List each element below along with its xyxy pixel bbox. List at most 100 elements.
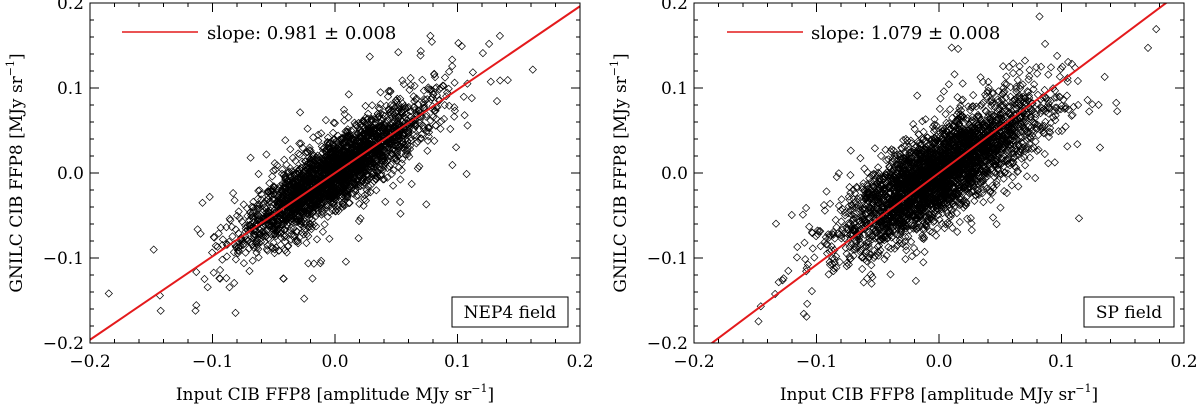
scatter-point bbox=[333, 173, 342, 182]
scatter-point bbox=[360, 191, 369, 200]
scatter-point bbox=[800, 238, 809, 247]
scatter-point bbox=[401, 103, 410, 112]
scatter-point bbox=[380, 117, 389, 126]
scatter-point bbox=[328, 206, 337, 215]
scatter-point bbox=[243, 211, 252, 221]
scatter-point bbox=[385, 162, 394, 171]
scatter-point bbox=[293, 200, 302, 209]
scatter-point bbox=[287, 179, 297, 188]
scatter-point bbox=[325, 234, 334, 243]
scatter-point bbox=[312, 159, 322, 169]
scatter-point bbox=[407, 179, 416, 189]
scatter-point bbox=[405, 85, 414, 94]
scatter-point bbox=[941, 110, 950, 119]
scatter-point bbox=[979, 98, 988, 107]
scatter-point bbox=[304, 174, 313, 183]
scatter-point bbox=[862, 218, 871, 227]
scatter-point bbox=[427, 37, 436, 46]
scatter-point bbox=[953, 93, 962, 102]
scatter-point bbox=[296, 108, 305, 117]
scatter-point bbox=[382, 117, 391, 126]
scatter-point bbox=[104, 289, 113, 298]
scatter-point bbox=[864, 249, 873, 258]
scatter-point bbox=[274, 246, 283, 255]
scatter-point bbox=[329, 174, 338, 184]
scatter-point bbox=[847, 200, 856, 209]
scatter-point bbox=[352, 134, 361, 143]
scatter-point bbox=[877, 151, 886, 160]
scatter-point bbox=[341, 257, 350, 266]
scatter-point bbox=[423, 146, 432, 155]
scatter-point bbox=[218, 235, 227, 244]
scatter-point bbox=[792, 253, 802, 262]
scatter-point bbox=[424, 123, 433, 132]
scatter-point bbox=[329, 118, 338, 127]
scatter-point bbox=[869, 182, 878, 191]
scatter-point bbox=[354, 191, 363, 200]
scatter-point bbox=[503, 76, 512, 85]
scatter-point bbox=[273, 193, 282, 202]
scatter-point bbox=[336, 152, 345, 161]
scatter-point bbox=[302, 212, 311, 221]
scatter-point bbox=[971, 191, 980, 200]
scatter-point bbox=[335, 191, 344, 200]
scatter-point bbox=[355, 165, 364, 174]
scatter-point bbox=[198, 198, 207, 207]
scatter-point bbox=[286, 223, 296, 232]
x-tick-label: 0.0 bbox=[321, 352, 348, 372]
scatter-point bbox=[305, 146, 314, 155]
scatter-point bbox=[918, 231, 927, 240]
scatter-point bbox=[277, 193, 286, 202]
scatter-point bbox=[909, 120, 918, 129]
scatter-point bbox=[368, 127, 377, 136]
scatter-point bbox=[383, 156, 392, 165]
scatter-point bbox=[1046, 118, 1055, 128]
scatter-point bbox=[258, 227, 267, 236]
scatter-point bbox=[235, 213, 244, 223]
scatter-point bbox=[887, 145, 896, 154]
scatter-point bbox=[268, 244, 277, 253]
scatter-point bbox=[308, 274, 317, 283]
scatter-point bbox=[414, 107, 423, 116]
scatter-point bbox=[311, 194, 320, 203]
scatter-point bbox=[355, 157, 364, 166]
scatter-point bbox=[254, 210, 263, 219]
scatter-point bbox=[360, 194, 369, 204]
scatter-point bbox=[330, 119, 339, 128]
scatter-point bbox=[1036, 109, 1045, 118]
scatter-point bbox=[388, 108, 397, 117]
scatter-point bbox=[832, 172, 841, 182]
scatter-point bbox=[349, 161, 358, 170]
scatter-point bbox=[399, 80, 408, 89]
scatter-point bbox=[982, 184, 991, 193]
scatter-point bbox=[992, 177, 1001, 186]
scatter-point bbox=[267, 191, 276, 200]
scatter-point bbox=[429, 112, 438, 122]
scatter-point bbox=[895, 238, 904, 248]
scatter-point bbox=[278, 223, 287, 232]
x-tick-label: −0.2 bbox=[69, 352, 110, 372]
scatter-point bbox=[337, 152, 347, 161]
scatter-point bbox=[899, 136, 908, 145]
scatter-point bbox=[263, 207, 273, 216]
scatter-point bbox=[305, 192, 314, 202]
scatter-point bbox=[381, 197, 390, 206]
scatter-point bbox=[389, 101, 398, 110]
scatter-point bbox=[307, 156, 316, 165]
scatter-point bbox=[291, 175, 300, 184]
scatter-point bbox=[287, 235, 296, 244]
scatter-point bbox=[376, 88, 385, 97]
scatter-point bbox=[364, 182, 373, 191]
scatter-point bbox=[393, 141, 402, 150]
scatter-point bbox=[413, 164, 422, 173]
scatter-point bbox=[440, 101, 449, 110]
scatter-point bbox=[365, 156, 374, 165]
scatter-point bbox=[364, 126, 373, 135]
scatter-point bbox=[376, 119, 385, 128]
scatter-point bbox=[431, 106, 440, 115]
scatter-point bbox=[862, 257, 871, 266]
scatter-point bbox=[280, 232, 289, 242]
scatter-point bbox=[282, 190, 291, 199]
x-tick-label: −0.1 bbox=[192, 352, 233, 372]
scatter-point bbox=[485, 39, 494, 48]
